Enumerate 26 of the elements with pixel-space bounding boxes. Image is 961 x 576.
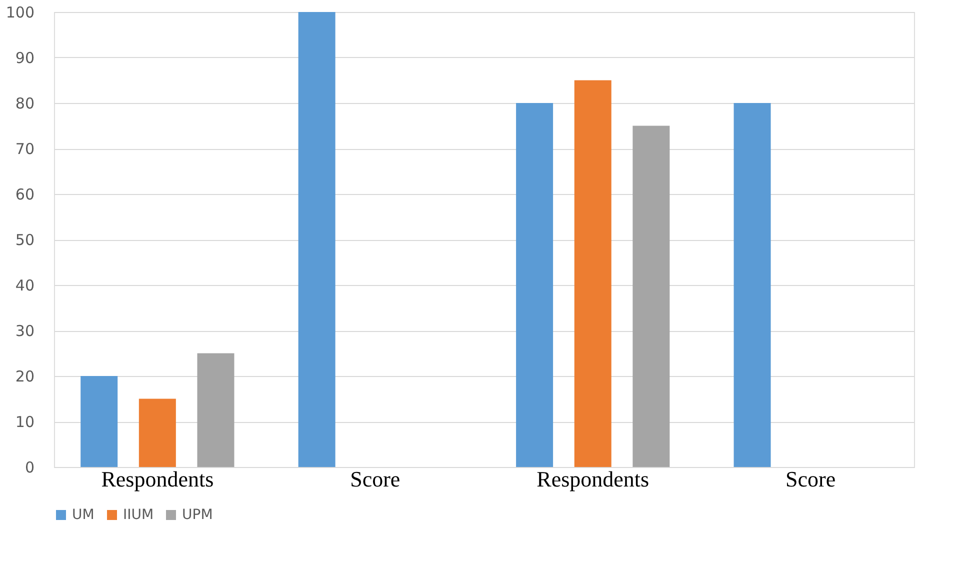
- bar: [516, 103, 554, 467]
- bar: [197, 353, 234, 467]
- y-tick-label: 50: [15, 231, 34, 249]
- x-tick-label: Score: [350, 466, 400, 492]
- y-tick-label: 10: [15, 413, 34, 431]
- y-tick-label: 20: [15, 368, 34, 386]
- bar: [632, 126, 670, 467]
- y-tick-label: 70: [15, 140, 34, 158]
- y-tick-label: 30: [15, 322, 34, 340]
- bar: [574, 80, 612, 467]
- y-tick-label: 90: [15, 49, 34, 67]
- legend-label: UPM: [182, 507, 213, 523]
- bar: [138, 398, 176, 467]
- x-tick-label: Score: [786, 466, 836, 492]
- y-tick-label: 60: [15, 186, 34, 204]
- y-tick-label: 40: [15, 276, 34, 294]
- x-tick-label: Respondents: [101, 466, 214, 492]
- y-tick-label: 0: [24, 458, 34, 476]
- legend-label: UM: [72, 507, 94, 523]
- y-tick-label: 80: [15, 94, 34, 112]
- x-tick-label: Respondents: [536, 466, 650, 492]
- bar: [298, 12, 336, 467]
- legend-label: IIUM: [123, 507, 154, 523]
- bar: [734, 103, 771, 467]
- y-tick-label: 100: [6, 4, 34, 22]
- bar: [80, 376, 118, 467]
